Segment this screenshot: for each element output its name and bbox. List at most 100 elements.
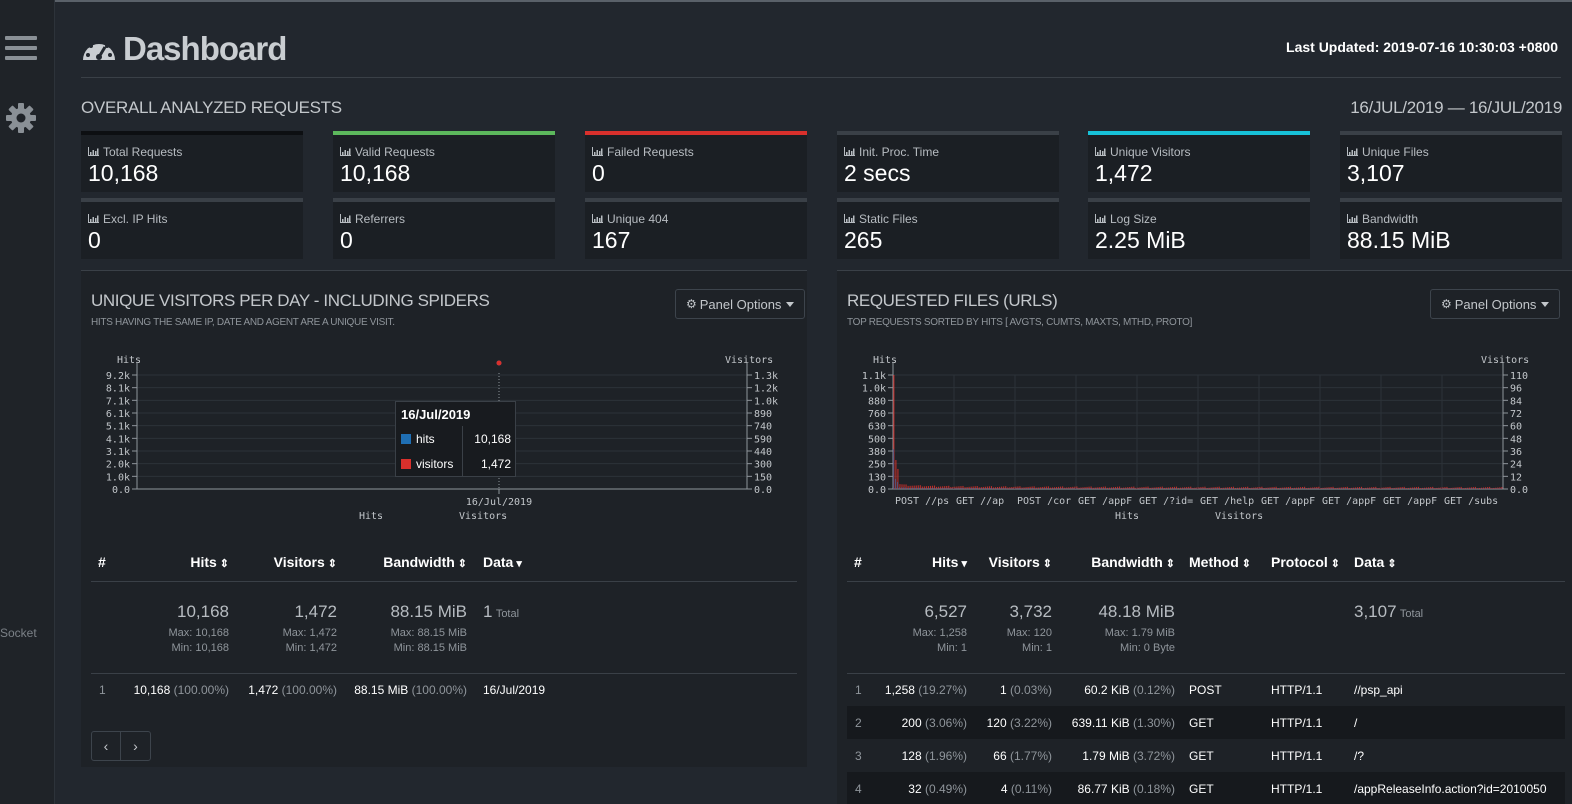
y2-tick-label: 1.3k	[754, 371, 778, 382]
next-page-button[interactable]: ›	[133, 738, 138, 754]
bar	[1125, 487, 1127, 489]
bar	[1289, 486, 1291, 489]
total-visitors: 3,732	[1009, 601, 1052, 621]
bar	[1175, 488, 1177, 489]
bar	[1062, 486, 1064, 489]
bar	[1100, 488, 1102, 489]
bar	[1356, 487, 1359, 489]
menu-icon[interactable]	[5, 36, 37, 62]
table-row[interactable]: 2 200 (3.06%) 120 (3.22%) 639.11 KiB (1.30%…	[847, 706, 1565, 739]
bar	[1391, 488, 1393, 489]
bar	[970, 486, 972, 489]
col-header-data[interactable]: Data ▾	[467, 543, 797, 582]
row-protocol: HTTP/1.1	[1257, 706, 1344, 739]
bar	[1330, 488, 1331, 489]
bar	[950, 487, 952, 489]
bar	[1021, 487, 1023, 489]
bar	[964, 488, 965, 489]
bar	[1496, 488, 1498, 489]
bar	[1218, 486, 1220, 489]
bar	[946, 485, 948, 489]
bar	[1486, 488, 1488, 489]
total-data: 1	[483, 601, 493, 621]
col-header-visitors[interactable]: Visitors ⇕	[229, 543, 337, 582]
bar	[915, 485, 917, 489]
bar	[1110, 487, 1112, 489]
panel-options-label: Panel Options	[699, 296, 782, 312]
bar-chart-icon	[88, 145, 99, 159]
row-visitors-pct: (100.00%)	[281, 682, 337, 697]
bar	[1133, 486, 1135, 489]
y-tick-label: 9.2k	[106, 371, 130, 382]
row-index: 2	[847, 706, 877, 739]
col-header-data[interactable]: Data ⇕	[1344, 543, 1565, 582]
col-header-hits[interactable]: Hits ▾	[877, 543, 967, 582]
bar	[982, 486, 984, 489]
col-header-bandwidth[interactable]: Bandwidth ⇕	[1052, 543, 1175, 582]
col-header-protocol[interactable]: Protocol ⇕	[1257, 543, 1344, 582]
table-row[interactable]: 3 128 (1.96%) 66 (1.77%) 1.79 MiB (3.72%) GE…	[847, 739, 1565, 772]
bar	[1204, 488, 1205, 489]
row-data: /?	[1354, 748, 1365, 763]
row-bandwidth: 60.2 KiB	[1084, 682, 1130, 697]
bar	[1053, 488, 1055, 489]
table-row[interactable]: 4 32 (0.49%) 4 (0.11%) 86.77 KiB (0.18%) GET…	[847, 772, 1565, 804]
y2-tick-label: 1.0k	[754, 396, 778, 407]
bar	[974, 488, 976, 489]
y2-tick-label: 150	[754, 472, 772, 483]
bar	[1222, 487, 1224, 489]
files-table: # Hits ▾ Visitors ⇕ Bandwidth ⇕ Method ⇕ Pro…	[847, 543, 1565, 804]
bar	[1094, 488, 1096, 489]
bar	[1041, 486, 1043, 489]
col-header-method[interactable]: Method ⇕	[1175, 543, 1257, 582]
bar	[893, 375, 895, 489]
col-header-bandwidth[interactable]: Bandwidth ⇕	[337, 543, 467, 582]
bar	[1498, 488, 1500, 489]
bar	[897, 481, 898, 489]
bar	[1173, 488, 1175, 489]
prev-page-button[interactable]: ‹	[92, 732, 122, 760]
bar	[1025, 487, 1027, 489]
bar	[1488, 488, 1490, 489]
table-row[interactable]: 1 10,168 (100.00%) 1,472 (100.00%) 88.15…	[91, 673, 797, 706]
gear-icon: ⚙	[686, 297, 697, 311]
files-panel-title: REQUESTED FILES (URLS)	[847, 291, 1058, 310]
bar	[1006, 488, 1008, 489]
bar	[1489, 486, 1491, 489]
visitors-panel-options-button[interactable]: ⚙ Panel Options	[675, 289, 806, 319]
total-data-unit: Total	[1399, 607, 1424, 620]
bar	[1167, 488, 1169, 489]
bar	[1468, 487, 1470, 489]
settings-gear-icon[interactable]	[5, 102, 37, 139]
bar	[1476, 488, 1478, 489]
x-tick-label: GET /appF	[1078, 496, 1132, 507]
bar	[1198, 488, 1199, 489]
sort-icon: ⇕	[327, 557, 337, 570]
y2-tick-label: 96	[1510, 384, 1522, 395]
col-header-visitors[interactable]: Visitors ⇕	[967, 543, 1052, 582]
bar	[1322, 487, 1324, 489]
table-row[interactable]: 1 1,258 (19.27%) 1 (0.03%) 60.2 KiB (0.12%)…	[847, 673, 1565, 706]
bar	[1257, 487, 1259, 489]
bar	[1368, 488, 1370, 489]
bar	[1313, 488, 1315, 489]
bar	[1243, 487, 1245, 489]
bar	[1175, 486, 1178, 489]
bar	[1369, 487, 1371, 489]
files-panel-options-button[interactable]: ⚙ Panel Options	[1430, 289, 1561, 319]
row-bandwidth-pct: (100.00%)	[411, 682, 467, 697]
caret-down-icon	[786, 301, 795, 307]
bar	[1116, 488, 1118, 489]
bar	[1206, 487, 1208, 489]
row-index: 1	[855, 682, 862, 697]
visitors-max: Max: 1,472	[282, 626, 337, 639]
bar	[1482, 487, 1485, 489]
bar	[1214, 487, 1216, 489]
bar	[1340, 488, 1342, 489]
bar	[992, 488, 994, 489]
y-tick-label: 500	[868, 434, 886, 445]
bar	[923, 488, 925, 489]
col-header-hits[interactable]: Hits ⇕	[121, 543, 229, 582]
bar	[1261, 488, 1262, 489]
bar	[1328, 487, 1330, 489]
